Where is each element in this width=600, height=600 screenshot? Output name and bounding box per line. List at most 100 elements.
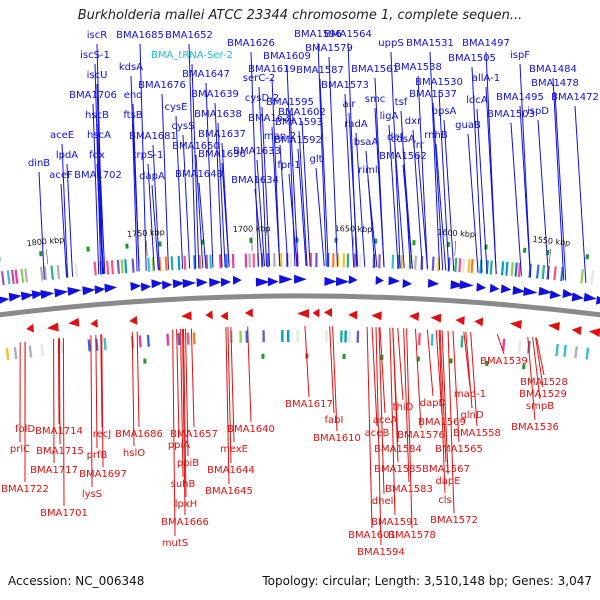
minus-gene-label[interactable]: BMA1567 [422, 464, 470, 475]
minus-gene-label[interactable]: BMA1569 [418, 417, 466, 428]
plus-gene-label[interactable]: BMA1497 [462, 38, 510, 49]
minus-gene-label[interactable]: folD [15, 424, 35, 435]
minus-gene-label[interactable]: cls [438, 495, 452, 506]
plus-gene-label[interactable]: rnhB [424, 130, 448, 141]
plus-gene-label[interactable]: BMA1633 [233, 146, 281, 157]
plus-gene-label[interactable]: BMA1593 [275, 117, 323, 128]
plus-gene-label[interactable]: BMA1538 [394, 62, 442, 73]
plus-gene-label[interactable]: iscR [87, 30, 107, 41]
plus-gene-label[interactable]: radA [344, 119, 368, 130]
minus-gene-label[interactable]: aceA [373, 415, 398, 426]
plus-gene-label[interactable]: BMA1484 [529, 64, 577, 75]
plus-gene-label[interactable]: fpr-1 [277, 160, 300, 171]
minus-gene-label[interactable]: BMA1591 [371, 517, 419, 528]
plus-gene-label[interactable]: dxr [405, 116, 422, 127]
minus-gene-label[interactable]: prfB [87, 450, 108, 461]
minus-gene-label[interactable]: BMA1565 [435, 444, 483, 455]
minus-gene-label[interactable]: mutS [162, 538, 188, 549]
plus-gene-label[interactable]: ispF [510, 50, 530, 61]
plus-gene-label[interactable]: ldcA [466, 95, 488, 106]
minus-gene-label[interactable]: BMA1714 [35, 426, 83, 437]
plus-gene-label[interactable]: BMA1579 [305, 43, 353, 54]
plus-gene-label[interactable]: BMA1595 [266, 97, 314, 108]
plus-gene-label[interactable]: iscU [87, 70, 108, 81]
plus-gene-label[interactable]: BMA1562 [379, 151, 427, 162]
minus-gene-label[interactable]: BMA1666 [161, 517, 209, 528]
minus-gene-label[interactable]: BMA1576 [397, 430, 445, 441]
minus-gene-label[interactable]: BMA1645 [205, 486, 253, 497]
minus-gene-label[interactable]: BMA1640 [227, 424, 275, 435]
minus-gene-label[interactable]: BMA1686 [115, 429, 163, 440]
plus-gene-label[interactable]: BMA1478 [531, 78, 579, 89]
plus-gene-label[interactable]: BMA1685 [116, 30, 164, 41]
plus-gene-label[interactable]: BMA1652 [165, 30, 213, 41]
plus-gene-label[interactable]: BMA1706 [69, 90, 117, 101]
plus-gene-label[interactable]: aceF [49, 170, 73, 181]
plus-gene-label[interactable]: ispD [527, 106, 549, 117]
plus-gene-label[interactable]: bsaA [354, 137, 379, 148]
minus-gene-label[interactable]: BMA1529 [519, 389, 567, 400]
minus-gene-label[interactable]: smpB [526, 401, 554, 412]
minus-gene-label[interactable]: lpxH [175, 499, 198, 510]
minus-gene-label[interactable]: BMA1617 [285, 399, 333, 410]
plus-gene-label[interactable]: eno [124, 90, 143, 101]
plus-gene-label[interactable]: BMA1503 [487, 109, 535, 120]
minus-gene-label[interactable]: fabI [325, 415, 344, 426]
plus-gene-label[interactable]: dinB [28, 158, 50, 169]
plus-gene-label[interactable]: cdsA [391, 134, 415, 145]
minus-gene-label[interactable]: map-1 [454, 389, 486, 400]
plus-gene-label[interactable]: BMA1626 [227, 38, 275, 49]
minus-gene-label[interactable]: BMA1536 [511, 422, 559, 433]
minus-gene-label[interactable]: BMA1610 [313, 433, 361, 444]
plus-gene-label[interactable]: fdx [89, 150, 105, 161]
minus-gene-label[interactable]: dapE [435, 476, 460, 487]
plus-gene-label[interactable]: BMA1681 [129, 131, 177, 142]
minus-gene-label[interactable]: BMA1697 [79, 469, 127, 480]
plus-gene-label[interactable]: aceE [50, 130, 74, 141]
minus-gene-label[interactable]: BMA1717 [30, 465, 78, 476]
plus-gene-label[interactable]: frr [412, 140, 424, 151]
minus-gene-label[interactable]: BMA1539 [480, 356, 528, 367]
minus-gene-label[interactable]: BMA1601 [348, 530, 396, 541]
plus-gene-label[interactable]: BMA1619 [248, 64, 296, 75]
plus-gene-label[interactable]: BMA1637 [198, 129, 246, 140]
plus-gene-label[interactable]: hscA [87, 130, 111, 141]
plus-gene-label[interactable]: BMA1587 [296, 65, 344, 76]
plus-gene-label[interactable]: BMA1634 [231, 175, 279, 186]
minus-gene-label[interactable]: BMA1722 [1, 484, 49, 495]
minus-gene-label[interactable]: hslO [123, 448, 145, 459]
minus-gene-label[interactable]: BMA1578 [388, 530, 436, 541]
plus-gene-label[interactable]: BMA1636 [198, 149, 246, 160]
plus-gene-label[interactable]: ppsA [432, 106, 457, 117]
minus-gene-label[interactable]: BMA1583 [385, 484, 433, 495]
minus-gene-label[interactable]: BMA1528 [520, 377, 568, 388]
minus-gene-label[interactable]: thiD [393, 402, 414, 413]
plus-gene-label[interactable]: air [342, 99, 356, 110]
plus-gene-label[interactable]: cysS [172, 121, 195, 132]
plus-gene-label[interactable]: cysE [165, 102, 188, 113]
plus-gene-label[interactable]: trpS-1 [133, 150, 164, 161]
plus-gene-label[interactable]: serC-2 [243, 73, 275, 84]
plus-gene-label[interactable]: BMA1639 [191, 89, 239, 100]
plus-gene-label[interactable]: BMA1537 [409, 89, 457, 100]
plus-gene-label[interactable]: BMA1609 [263, 51, 311, 62]
plus-gene-label[interactable]: BMA1561 [351, 64, 399, 75]
plus-gene-label[interactable]: riml [358, 165, 377, 176]
minus-gene-label[interactable]: BMA1701 [40, 508, 88, 519]
plus-gene-label[interactable]: iscS-1 [80, 50, 110, 61]
minus-gene-label[interactable]: prlC [10, 444, 30, 455]
plus-gene-label[interactable]: BMA1592 [274, 135, 322, 146]
plus-gene-label[interactable]: dapA [139, 171, 165, 182]
plus-gene-label[interactable]: glt [309, 154, 322, 165]
minus-gene-label[interactable]: glnD [460, 410, 483, 421]
minus-gene-label[interactable]: BMA1644 [207, 465, 255, 476]
plus-gene-label[interactable]: BMA1638 [194, 109, 242, 120]
plus-gene-label[interactable]: def [387, 132, 404, 143]
minus-gene-label[interactable]: BMA1585 [374, 464, 422, 475]
plus-gene-label[interactable]: BMA1650 [172, 141, 220, 152]
plus-gene-label[interactable]: allA-1 [472, 73, 500, 84]
plus-gene-label[interactable]: BMA1495 [496, 92, 544, 103]
plus-gene-label[interactable]: BMA1596 [294, 29, 342, 40]
minus-gene-label[interactable]: BMA1594 [357, 547, 405, 558]
